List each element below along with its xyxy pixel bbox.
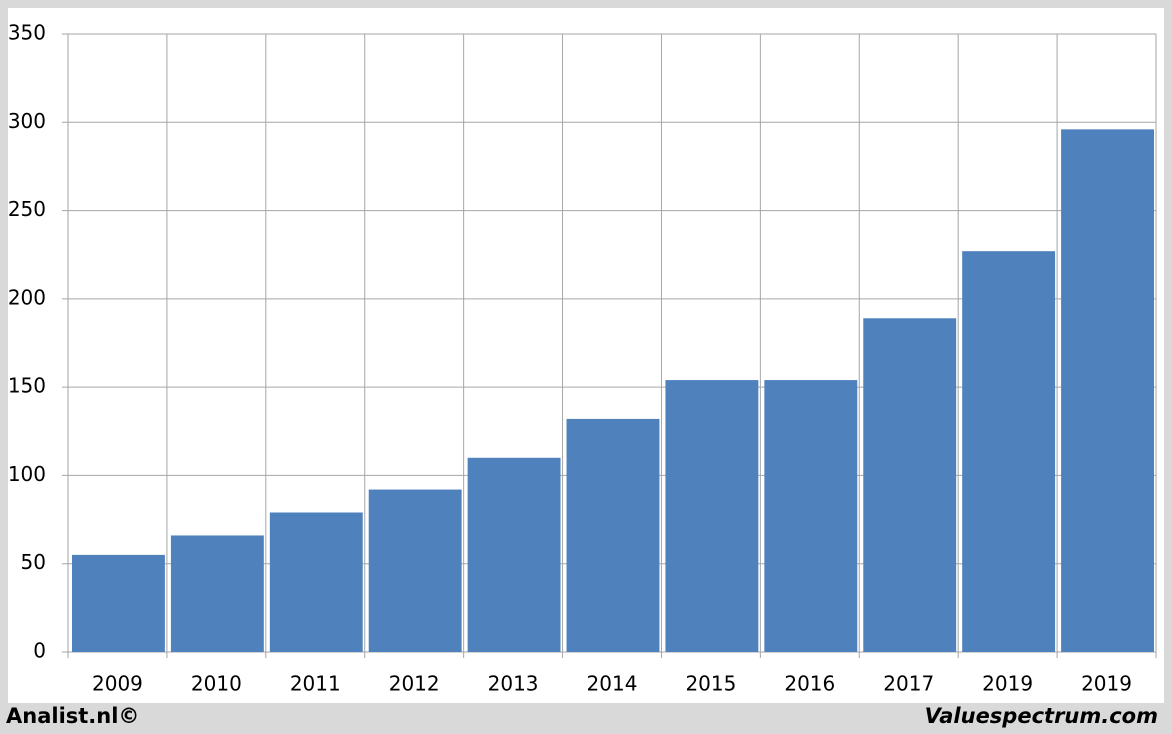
bar bbox=[72, 554, 165, 652]
y-tick-label: 50 bbox=[21, 550, 46, 574]
x-tick-label: 2009 bbox=[92, 672, 143, 696]
x-tick-label: 2017 bbox=[883, 672, 934, 696]
bar bbox=[863, 318, 957, 652]
y-tick-label: 250 bbox=[8, 197, 46, 221]
x-tick-label: 2014 bbox=[587, 672, 638, 696]
y-tick-label: 350 bbox=[8, 21, 46, 45]
x-tick-label: 2019 bbox=[1081, 672, 1132, 696]
bar bbox=[269, 512, 363, 652]
bar bbox=[764, 380, 858, 652]
footer-left: Analist.nl© bbox=[6, 704, 139, 728]
x-tick-label: 2019 bbox=[982, 672, 1033, 696]
x-tick-label: 2010 bbox=[191, 672, 242, 696]
y-tick-label: 0 bbox=[33, 639, 46, 663]
x-tick-label: 2011 bbox=[290, 672, 341, 696]
bar bbox=[368, 489, 462, 652]
bar bbox=[1061, 129, 1154, 652]
y-tick-label: 200 bbox=[8, 285, 46, 309]
y-tick-label: 150 bbox=[8, 374, 46, 398]
x-tick-label: 2013 bbox=[488, 672, 539, 696]
y-tick-label: 300 bbox=[8, 109, 46, 133]
bar bbox=[467, 457, 561, 652]
x-tick-label: 2016 bbox=[784, 672, 835, 696]
bar bbox=[566, 418, 660, 652]
x-tick-label: 2012 bbox=[389, 672, 440, 696]
footer-right: Valuespectrum.com bbox=[925, 704, 1158, 728]
y-tick-label: 100 bbox=[8, 462, 46, 486]
bar bbox=[962, 251, 1056, 652]
bar bbox=[665, 380, 759, 652]
bar bbox=[170, 535, 264, 652]
x-tick-label: 2015 bbox=[685, 672, 736, 696]
